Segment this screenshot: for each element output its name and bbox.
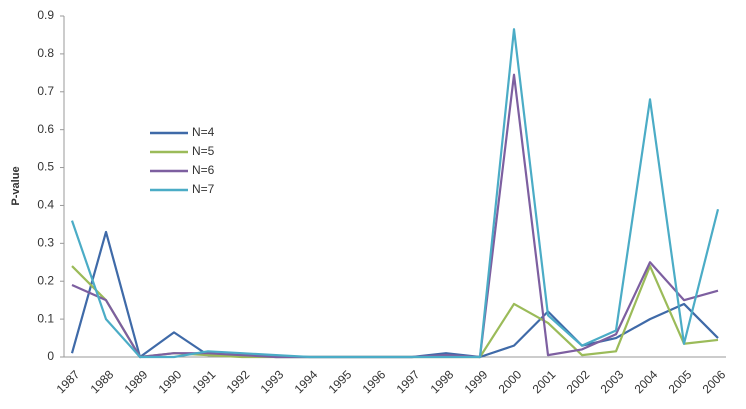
x-tick-label: 2002	[564, 367, 593, 396]
y-tick-label: 0.2	[37, 273, 54, 287]
y-tick-label: 0.9	[37, 8, 54, 22]
x-tick-label: 1987	[54, 367, 83, 396]
x-tick-label: 2001	[530, 367, 559, 396]
y-tick-label: 0	[47, 349, 54, 363]
x-tick-label: 1991	[190, 367, 219, 396]
y-axis-label: P-value	[10, 166, 22, 205]
x-tick-label: 2003	[598, 367, 627, 396]
x-tick-label: 1988	[88, 367, 117, 396]
y-tick-label: 0.8	[37, 46, 54, 60]
legend-label: N=4	[192, 125, 215, 139]
x-tick-label: 1996	[360, 367, 389, 396]
x-tick-label: 1995	[326, 367, 355, 396]
y-tick-label: 0.1	[37, 311, 54, 325]
y-tick-label: 0.7	[37, 84, 54, 98]
series-line	[70, 28, 720, 359]
legend-label: N=6	[192, 163, 215, 177]
x-tick-label: 2004	[632, 367, 661, 396]
x-tick-label: 1994	[292, 367, 321, 396]
x-tick-label: 2000	[496, 367, 525, 396]
x-tick-label: 2006	[700, 367, 729, 396]
legend-label: N=5	[192, 144, 215, 158]
x-tick-label: 1989	[122, 367, 151, 396]
x-tick-label: 1990	[156, 367, 185, 396]
series-line	[71, 264, 719, 359]
series-line	[71, 73, 719, 359]
x-tick-label: 2005	[666, 367, 695, 396]
x-tick-label: 1999	[462, 367, 491, 396]
x-tick-label: 1998	[428, 367, 457, 396]
y-tick-label: 0.4	[37, 198, 54, 212]
y-tick-label: 0.6	[37, 122, 54, 136]
legend-label: N=7	[192, 182, 215, 196]
x-tick-label: 1992	[224, 367, 253, 396]
y-tick-label: 0.3	[37, 236, 54, 250]
x-tick-label: 1993	[258, 367, 287, 396]
x-tick-label: 1997	[394, 367, 423, 396]
y-tick-label: 0.5	[37, 160, 54, 174]
